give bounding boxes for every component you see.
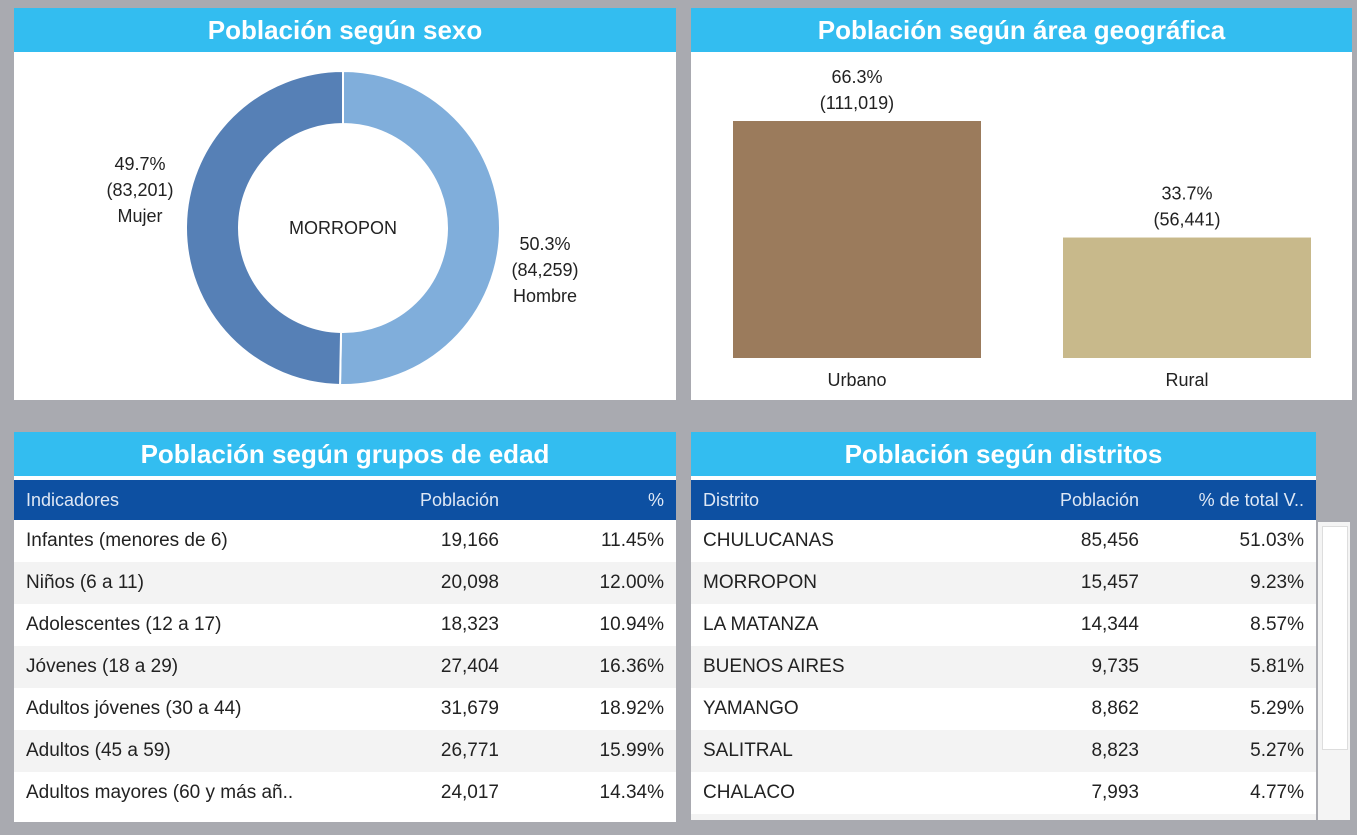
x-tick-label: Urbano	[827, 370, 886, 390]
data-label: 33.7%	[1161, 184, 1212, 204]
header-cell: % de total V..	[1198, 489, 1304, 510]
table-cell: 8,823	[1091, 740, 1139, 761]
table-cell: SALITRAL	[703, 740, 793, 761]
table-cell: MORROPON	[703, 572, 817, 593]
table-cell: 14.34%	[599, 782, 664, 803]
table-cell: Adultos mayores (60 y más añ..	[26, 782, 294, 803]
table-row: Infantes (menores de 6) 19,166 11.45%	[14, 520, 676, 562]
table-row: MORROPON 15,457 9.23%	[691, 562, 1316, 604]
sex-panel: Población según sexo MORROPON 49.7% (83,20…	[14, 8, 676, 400]
donut-slice	[339, 69, 501, 386]
table-cell: 85,456	[1080, 530, 1139, 551]
table-row: Adultos mayores (60 y más añ.. 24,017 14.3…	[14, 772, 676, 814]
table-cell: Adultos jóvenes (30 a 44)	[26, 698, 242, 719]
bar	[1063, 237, 1311, 358]
table-cell: 15.99%	[599, 740, 664, 761]
table-cell: CHULUCANAS	[703, 530, 834, 551]
header-row: Indicadores Población%	[14, 480, 676, 520]
count-label: (83,201)	[106, 180, 173, 200]
table-cell: 16.36%	[599, 656, 664, 677]
table-cell: 18,323	[440, 614, 499, 635]
table-cell: 12.00%	[599, 572, 664, 593]
table-row: BUENOS AIRES 9,735 5.81%	[691, 646, 1316, 688]
x-tick-label: Rural	[1165, 370, 1208, 390]
table-cell: 5.27%	[1250, 740, 1304, 761]
table-cell: Adolescentes (12 a 17)	[26, 614, 222, 635]
table-cell: BUENOS AIRES	[703, 656, 845, 677]
table-cell: 31,679	[440, 698, 499, 719]
table-row: SALITRAL 8,823 5.27%	[691, 730, 1316, 772]
table-cell: 8,862	[1091, 698, 1139, 719]
panel-title: Población según área geográfica	[691, 8, 1352, 52]
header-cell: %	[647, 489, 664, 510]
scrollbar[interactable]	[1318, 522, 1350, 820]
data-label: 66.3%	[831, 67, 882, 87]
table-row: LA MATANZA 14,344 8.57%	[691, 604, 1316, 646]
panel-title: Población según distritos	[691, 432, 1316, 476]
count-label: (56,441)	[1153, 210, 1220, 230]
table-cell: 14,344	[1080, 614, 1139, 635]
table-cell: YAMANGO	[703, 698, 799, 719]
table-row: YAMANGO 8,862 5.29%	[691, 688, 1316, 730]
table-row: Jóvenes (18 a 29) 27,404 16.36%	[14, 646, 676, 688]
table-cell: LA MATANZA	[703, 614, 819, 635]
table-cell: Jóvenes (18 a 29)	[26, 656, 179, 677]
panel-title: Población según grupos de edad	[14, 432, 676, 476]
table-cell: 15,457	[1080, 572, 1139, 593]
scroll-thumb[interactable]	[1322, 526, 1348, 750]
age-table: Indicadores Población% Infantes (menores d…	[14, 480, 676, 822]
table-row: Niños (6 a 11) 20,098 12.00%	[14, 562, 676, 604]
table-cell: Adultos (45 a 59)	[26, 740, 171, 761]
bar	[733, 121, 981, 358]
district-table: Distrito Población % de total V.. CHULUCANA…	[691, 480, 1316, 820]
table-row: Adultos jóvenes (30 a 44) 31,679 18.92%	[14, 688, 676, 730]
donut-slice	[185, 69, 344, 386]
table-cell: 5.29%	[1250, 698, 1304, 719]
table-row: Adultos (45 a 59) 26,771 15.99%	[14, 730, 676, 772]
donut-chart: MORROPON 49.7% (83,201) Mujer 50.3% (84,259) H…	[106, 69, 579, 386]
table-cell: 9.23%	[1250, 572, 1304, 593]
header-cell: Distrito	[703, 489, 760, 510]
table-cell: 27,404	[440, 656, 499, 677]
header-row: Distrito Población % de total V..	[691, 480, 1316, 520]
center-label: MORROPON	[289, 218, 397, 238]
header-cell: Indicadores	[26, 489, 120, 510]
table-cell: 10.94%	[599, 614, 664, 635]
panel-title: Población según sexo	[14, 8, 676, 52]
table-cell: Niños (6 a 11)	[26, 572, 144, 593]
table-cell: 19,166	[440, 530, 499, 551]
bar-chart: 66.3% (111,019) Urbano 33.7% (56,441) Rural	[733, 67, 1311, 390]
table-cell: 9,735	[1091, 656, 1139, 677]
header-cell: Población	[1059, 489, 1139, 510]
table-cell: Infantes (menores de 6)	[26, 530, 228, 551]
category-label: Mujer	[117, 206, 162, 226]
table-row: SAN JUAN DE BIGOTE6,6553.97%	[691, 814, 1316, 820]
table-cell: 8.57%	[1250, 614, 1304, 635]
table-cell: 24,017	[440, 782, 499, 803]
area-panel: Población según área geográfica 66.3% (11…	[691, 8, 1352, 400]
table-row: CHALACO 7,993 4.77%	[691, 772, 1316, 814]
district-panel: Población según distritos Distrito Poblac…	[691, 432, 1316, 820]
table-cell: 51.03%	[1239, 530, 1304, 551]
table-cell: 11.45%	[600, 530, 664, 551]
table-row: Adolescentes (12 a 17) 18,323 10.94%	[14, 604, 676, 646]
table-cell: 5.81%	[1250, 656, 1304, 677]
category-label: Hombre	[513, 286, 577, 306]
count-label: (84,259)	[511, 260, 578, 280]
table-cell: 20,098	[440, 572, 499, 593]
age-panel: Población según grupos de edad Indicador…	[14, 432, 676, 822]
table-cell: 18.92%	[599, 698, 664, 719]
table-cell: CHALACO	[703, 782, 795, 803]
table-cell: 4.77%	[1250, 782, 1304, 803]
count-label: (111,019)	[820, 93, 894, 113]
data-label: 49.7%	[114, 154, 165, 174]
table-row: CHULUCANAS 85,456 51.03%	[691, 520, 1316, 562]
data-label: 50.3%	[519, 234, 570, 254]
header-cell: Población	[419, 489, 499, 510]
table-cell: 7,993	[1091, 782, 1139, 803]
table-cell: 26,771	[440, 740, 499, 761]
